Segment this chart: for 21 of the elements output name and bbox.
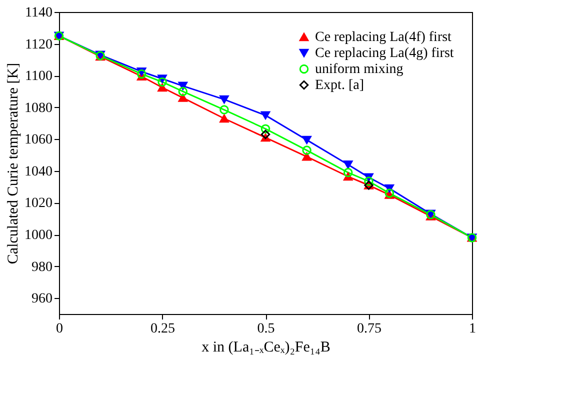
x-tick-label: 0.25 bbox=[150, 322, 175, 336]
legend-label: Ce replacing La(4f) first bbox=[315, 30, 452, 45]
y-tick-label: 1060 bbox=[24, 132, 52, 148]
x-tick-label: 0.5 bbox=[257, 322, 275, 336]
y-tick-label: 1040 bbox=[24, 164, 52, 180]
y-tick-label: 980 bbox=[32, 260, 52, 275]
y-tick-label: 960 bbox=[32, 292, 52, 307]
x-axis-title: x in (La₁₋ₓCeₓ)₂Fe₁₄B bbox=[202, 340, 330, 356]
x-tick-label: 0 bbox=[56, 322, 63, 336]
legend-label: uniform mixing bbox=[315, 62, 404, 77]
x-tick-label: 0.75 bbox=[357, 322, 382, 336]
legend-label: Ce replacing La(4g) first bbox=[315, 46, 454, 61]
y-tick-label: 1080 bbox=[24, 100, 52, 116]
y-tick-label: 1120 bbox=[25, 37, 52, 52]
y-axis-title: Calculated Curie temperature [K] bbox=[6, 62, 22, 264]
y-tick-label: 1140 bbox=[25, 6, 52, 20]
x-tick-label: 1 bbox=[469, 322, 476, 336]
y-tick-label: 1020 bbox=[24, 196, 52, 212]
y-tick-label: 1100 bbox=[25, 69, 52, 84]
y-tick-label: 1000 bbox=[24, 228, 52, 244]
legend-label: Expt. [a] bbox=[315, 78, 364, 93]
